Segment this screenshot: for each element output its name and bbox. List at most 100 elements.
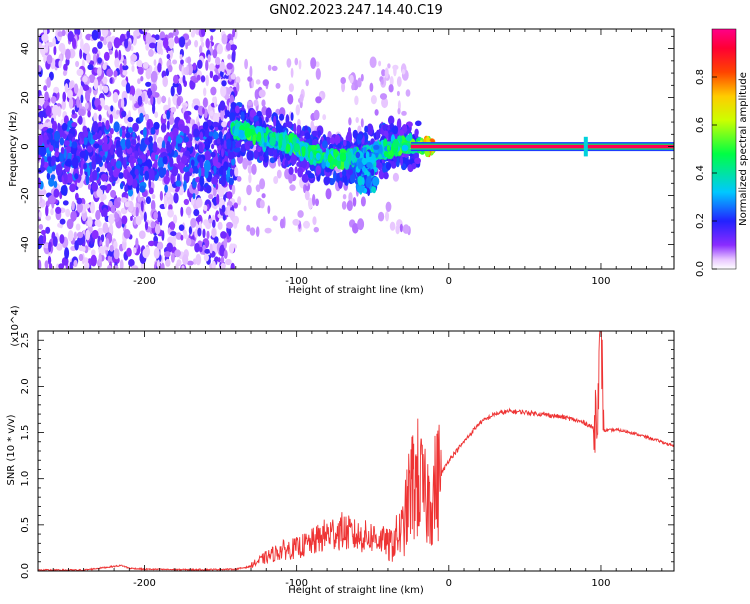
heatmap-cell [305,148,309,157]
heatmap-cell [166,53,171,60]
heatmap-cell [144,113,150,121]
heatmap-cell [273,176,279,184]
heatmap-cell [123,58,127,67]
heatmap-cell [220,61,226,73]
heatmap-cell [119,127,123,138]
heatmap-cell [38,117,41,123]
heatmap-cell [113,240,118,250]
heatmap-cell [249,227,256,236]
colorbar-ticks: 0.0 0.2 0.4 0.6 0.8 [695,69,717,277]
heatmap-cell [113,121,120,133]
heatmap-cell [62,133,67,140]
heatmap-cell [174,249,181,258]
heatmap-cell [164,251,171,258]
heatmap-cell [348,127,351,134]
x-tick-label: 100 [591,578,610,589]
snr-series-line [38,331,674,571]
heatmap-cell [236,176,242,182]
heatmap-cell [97,67,102,77]
heatmap-cell [275,123,283,135]
heatmap-cell [183,198,190,206]
heatmap-cell [339,171,343,178]
heatmap-cell [55,206,62,214]
heatmap-cell [202,228,206,239]
heatmap-cell [220,231,227,239]
heatmap-cell [389,76,394,86]
heatmap-cell [178,224,185,231]
heatmap-cell [168,32,174,39]
heatmap-cell [392,172,399,182]
heatmap-cell [203,253,209,262]
heatmap-cell [199,131,204,141]
heatmap-cell [204,150,212,162]
heatmap-cell [211,228,217,238]
heatmap-cell [209,110,214,117]
heatmap-cell [315,61,320,68]
heatmap-cell [240,111,245,121]
heatmap-cell [392,138,399,149]
heatmap-cell [40,157,45,167]
heatmap-cell [244,58,249,70]
heatmap-cell [144,170,150,181]
heatmap-cell [175,232,182,240]
heatmap-cell [75,60,80,68]
heatmap-cell [373,186,377,193]
heatmap-cell [172,127,179,137]
heatmap-cell [247,100,253,106]
heatmap-cell [38,211,42,218]
heatmap-cell [150,70,158,83]
heatmap-cell [151,152,156,161]
heatmap-cell [99,150,105,157]
heatmap-cell [340,77,347,84]
heatmap-cell [86,52,91,64]
heatmap-cell [209,243,213,254]
heatmap-cell [226,166,232,178]
heatmap-cell [71,122,78,128]
heatmap-cell [183,136,190,143]
heatmap-cell [123,228,131,239]
heatmap-cell [392,125,399,135]
heatmap-cell [216,194,220,205]
heatmap-cell [279,113,285,121]
heatmap-cell [152,85,156,97]
heatmap-cell [164,184,169,193]
heatmap-cell [114,211,118,220]
heatmap-cell [401,110,407,116]
figure-title: GN02.2023.247.14.40.C19 [269,3,443,18]
heatmap-cell [384,150,388,158]
heatmap-cell [50,174,56,181]
heatmap-cell [73,83,79,94]
heatmap-cell [339,152,347,163]
heatmap-cell [95,133,102,140]
heatmap-cell [136,135,140,141]
heatmap-cell [82,116,86,129]
heatmap-cell [370,95,377,105]
heatmap-cell [102,62,107,71]
heatmap-cell [62,200,69,206]
heatmap-cell [206,230,210,240]
heatmap-cell [45,205,49,217]
heatmap-cell [192,62,197,71]
heatmap-cell [129,94,133,101]
heatmap-cell [167,209,175,218]
heatmap-cell [67,230,74,242]
heatmap-cell [227,151,236,160]
heatmap-cell [342,194,347,200]
heatmap-cell [162,113,167,120]
heatmap-cell [96,187,103,198]
heatmap-cell [293,123,297,133]
heatmap-cell [259,199,265,209]
heatmap-cell [282,137,287,150]
heatmap-cell [38,154,41,161]
heatmap-cell [100,173,108,182]
heatmap-cell [114,57,120,68]
heatmap-cell [253,149,259,160]
heatmap-cell [401,144,409,152]
heatmap-cell [47,255,52,265]
heatmap-cell [102,155,106,163]
heatmap-cell [128,127,134,133]
colorbar-label: Normalized spectral amplitude [738,72,749,226]
heatmap-cell [162,156,168,165]
heatmap-cell [148,178,152,189]
